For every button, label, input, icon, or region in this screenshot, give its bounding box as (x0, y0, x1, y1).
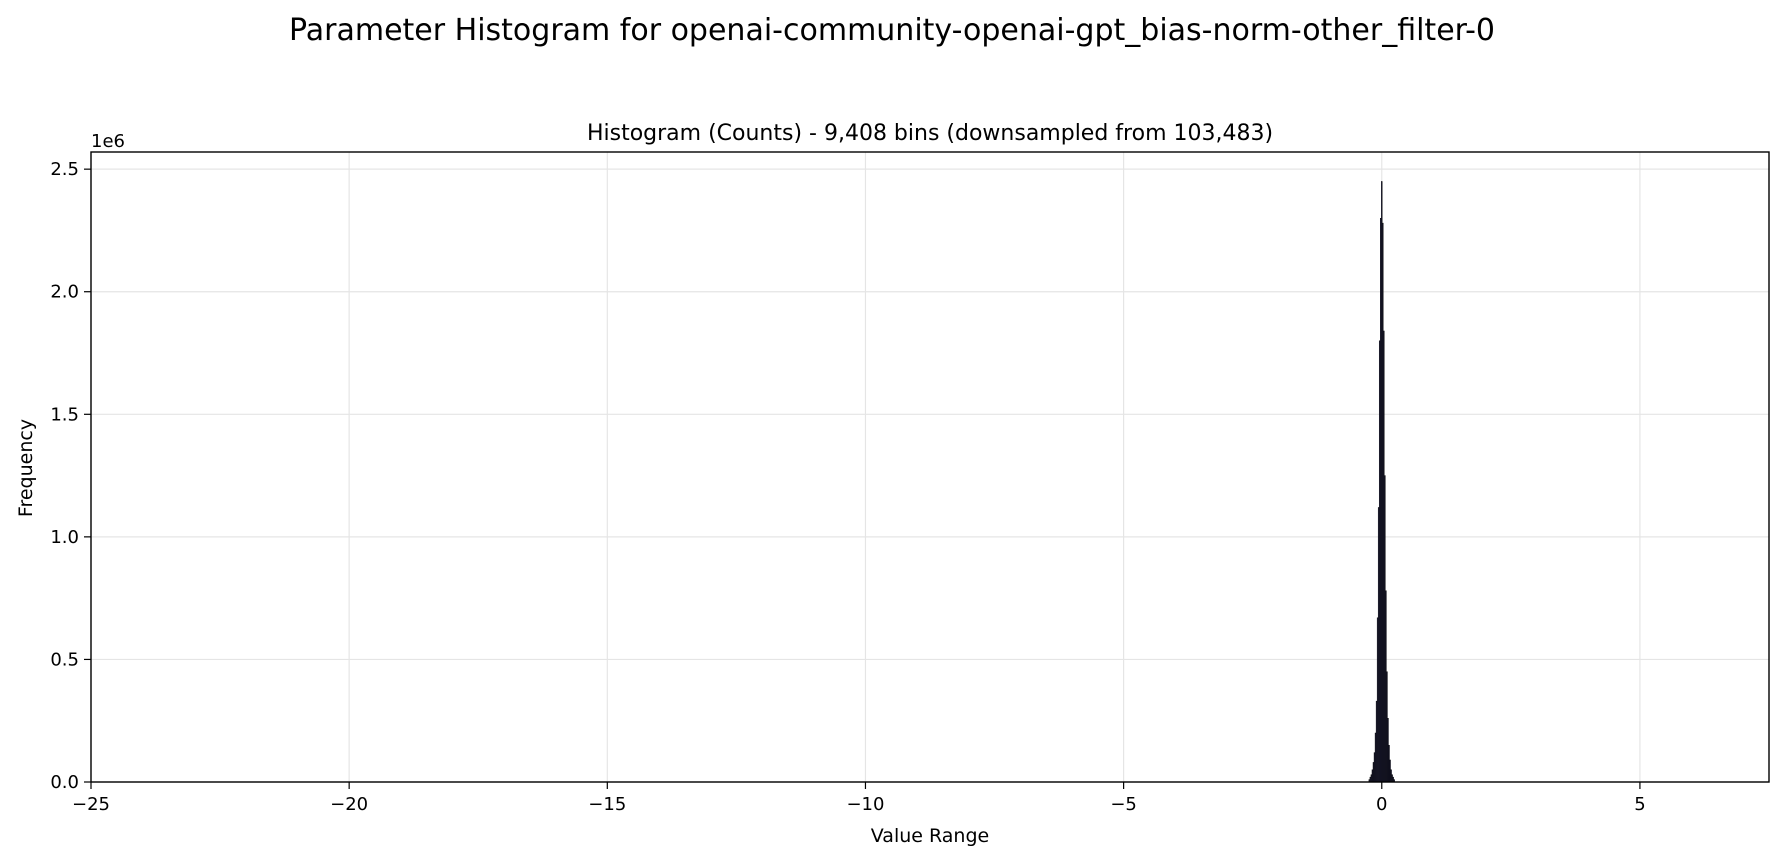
x-axis-ticks: −25 −20 −15 −10 −5 0 5 (72, 782, 1646, 815)
x-axis-label: Value Range (871, 825, 989, 847)
x-tick-label: 5 (1634, 794, 1645, 815)
x-tick-label: −20 (330, 794, 368, 815)
y-tick-label: 1.0 (50, 527, 79, 548)
y-tick-label: 2.0 (50, 282, 79, 303)
y-axis-ticks: 0.0 0.5 1.0 1.5 2.0 2.5 (50, 159, 91, 793)
grid-layer (90, 152, 1769, 783)
x-tick-label: −10 (846, 794, 884, 815)
x-tick-label: −5 (1110, 794, 1137, 815)
y-tick-label: 2.5 (50, 159, 79, 180)
y-tick-label: 0.0 (50, 772, 79, 793)
x-tick-label: −25 (72, 794, 110, 815)
figure-title: Parameter Histogram for openai-community… (289, 13, 1495, 48)
x-tick-label: −15 (588, 794, 626, 815)
chart-title: Histogram (Counts) - 9,408 bins (downsam… (587, 121, 1273, 146)
plot-frame (90, 151, 1770, 783)
y-axis-label: Frequency (15, 419, 37, 517)
x-tick-label: 0 (1376, 794, 1387, 815)
y-scale-label: 1e6 (91, 131, 125, 152)
y-tick-label: 0.5 (50, 649, 79, 670)
y-tick-label: 1.5 (50, 404, 79, 425)
histogram-bars (1368, 181, 1395, 783)
